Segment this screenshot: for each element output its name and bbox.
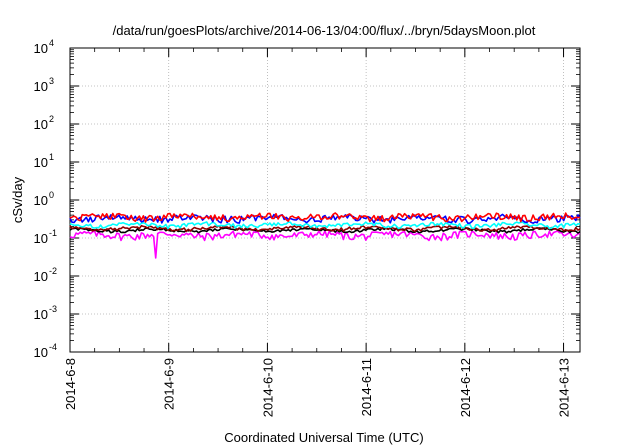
series-line xyxy=(69,212,581,223)
y-tick-label: 10 xyxy=(34,117,48,132)
series-line xyxy=(69,224,581,233)
y-tick-label: 10 xyxy=(34,193,48,208)
y-tick-label: 10 xyxy=(34,345,48,360)
series-line xyxy=(69,230,581,259)
series-line xyxy=(69,213,581,224)
y-tick-exponent: 2 xyxy=(49,114,54,124)
series-lines xyxy=(69,212,581,259)
y-tick-exponent: 3 xyxy=(49,76,54,86)
y-tick-exponent: -1 xyxy=(49,228,57,238)
y-tick-label: 10 xyxy=(34,155,48,170)
grid xyxy=(70,48,580,352)
x-tick-label: 2014-6-8 xyxy=(63,358,78,410)
y-axis-label: cSv/day xyxy=(10,176,25,223)
x-tick-label: 2014-6-13 xyxy=(557,358,572,417)
y-tick-label: 10 xyxy=(34,269,48,284)
y-tick-label: 10 xyxy=(34,231,48,246)
y-tick-label: 10 xyxy=(34,307,48,322)
y-tick-exponent: -4 xyxy=(49,342,57,352)
series-line xyxy=(69,221,581,230)
x-tick-label: 2014-6-9 xyxy=(162,358,177,410)
y-tick-exponent: -2 xyxy=(49,266,57,276)
y-tick-label: 10 xyxy=(34,79,48,94)
y-tick-exponent: -3 xyxy=(49,304,57,314)
y-tick-exponent: 4 xyxy=(49,38,54,48)
x-tick-label: 2014-6-10 xyxy=(260,358,275,417)
chart-title: /data/run/goesPlots/archive/2014-06-13/0… xyxy=(113,23,536,38)
x-tick-labels: 2014-6-8 2014-6-9 2014-6-10 2014-6-11 2014-6… xyxy=(63,358,572,417)
y-tick-label: 10 xyxy=(34,41,48,56)
series-line xyxy=(69,227,581,234)
y-tick-exponent: 0 xyxy=(49,190,54,200)
x-tick-label: 2014-6-12 xyxy=(458,358,473,417)
x-axis-label: Coordinated Universal Time (UTC) xyxy=(224,430,423,445)
x-tick-label: 2014-6-11 xyxy=(359,358,374,416)
y-tick-exponent: 1 xyxy=(49,152,54,162)
